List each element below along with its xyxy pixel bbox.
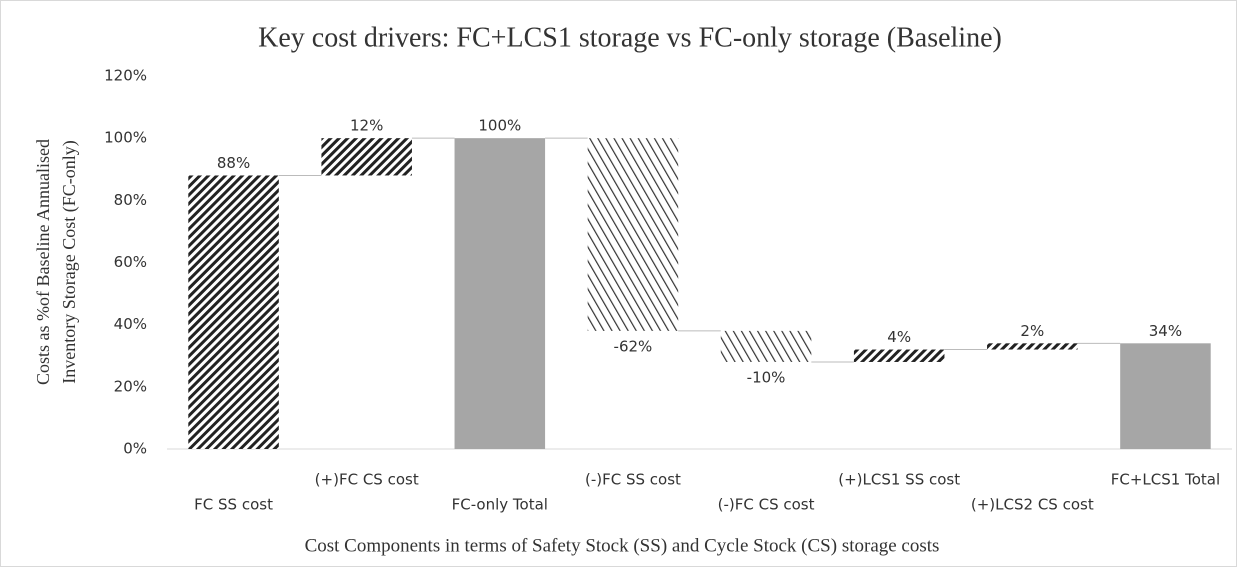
data-label: -62% bbox=[614, 337, 653, 355]
x-tick-label: (-)FC CS cost bbox=[718, 496, 815, 514]
y-axis-title: Inventory Storage Cost (FC-only) bbox=[59, 140, 80, 383]
x-axis-title: Cost Components in terms of Safety Stock… bbox=[305, 535, 940, 556]
y-tick-label: 40% bbox=[114, 315, 147, 333]
chart-title: Key cost drivers: FC+LCS1 storage vs FC-… bbox=[258, 22, 1002, 53]
x-tick-label: FC SS cost bbox=[194, 496, 273, 514]
bar bbox=[853, 349, 945, 362]
y-tick-label: 120% bbox=[104, 67, 147, 85]
x-tick-label: FC-only Total bbox=[452, 496, 548, 514]
data-label: 2% bbox=[1020, 322, 1044, 340]
data-label: 34% bbox=[1149, 322, 1182, 340]
bar bbox=[720, 330, 812, 362]
data-label: -10% bbox=[747, 368, 786, 386]
x-tick-label: (+)LCS2 CS cost bbox=[971, 496, 1094, 514]
y-tick-label: 20% bbox=[114, 377, 147, 395]
x-tick-label: FC+LCS1 Total bbox=[1111, 471, 1220, 489]
data-label: 100% bbox=[478, 117, 521, 135]
y-tick-label: 60% bbox=[114, 253, 147, 271]
bar bbox=[1120, 343, 1211, 449]
data-label: 88% bbox=[217, 154, 250, 172]
y-tick-label: 0% bbox=[123, 440, 147, 458]
bar bbox=[454, 138, 546, 449]
y-tick-label: 80% bbox=[114, 191, 147, 209]
data-label: 4% bbox=[887, 328, 911, 346]
y-tick-label: 100% bbox=[104, 129, 147, 147]
bar bbox=[188, 175, 279, 449]
bar bbox=[587, 138, 679, 331]
x-tick-label: (-)FC SS cost bbox=[585, 471, 681, 489]
y-axis-title: Costs as %of Baseline Annualised bbox=[33, 139, 53, 385]
x-tick-label: (+)FC CS cost bbox=[315, 471, 419, 489]
data-label: 12% bbox=[350, 117, 383, 135]
bar bbox=[987, 343, 1078, 350]
bar bbox=[321, 138, 412, 176]
x-tick-label: (+)LCS1 SS cost bbox=[838, 471, 960, 489]
